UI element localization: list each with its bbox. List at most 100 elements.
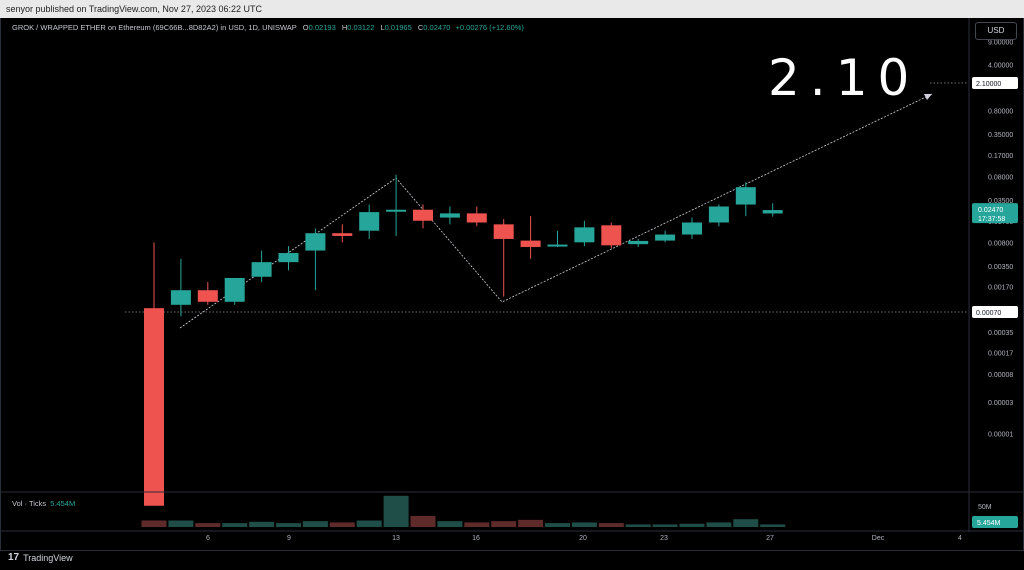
price-axis-label-1: 4.00000: [988, 63, 1013, 70]
volume-bar: [545, 523, 570, 527]
volume-bar: [706, 522, 732, 527]
price-axis-label-3: 0.80000: [988, 109, 1013, 116]
volume-value-tag-label: 5.454M: [977, 520, 1001, 527]
symbol-legend: GROK / WRAPPED ETHER on Ethereum (69C66B…: [12, 23, 524, 32]
volume-bar: [329, 522, 355, 527]
volume-bar: [518, 519, 544, 527]
publish-header: senyor published on TradingView.com, Nov…: [0, 0, 1024, 18]
candle-body: [574, 227, 595, 243]
volume-axis-label: 50M: [978, 504, 992, 511]
candle-body: [466, 213, 487, 223]
volume-bar: [571, 522, 597, 527]
brand-name: TradingView: [23, 552, 73, 563]
price-axis-label-10: 0.00350: [988, 264, 1013, 271]
open-label: O: [302, 23, 309, 32]
time-axis-label: 4: [958, 535, 962, 542]
candle-body: [682, 222, 702, 235]
time-axis-label: 16: [472, 535, 480, 542]
volume-bar: [679, 523, 705, 527]
annotation-text: 2.10: [768, 49, 919, 107]
volume-label: Vol · Ticks: [12, 499, 47, 508]
volume-bar: [491, 521, 517, 527]
candle-body: [547, 244, 568, 247]
target-price-label: 2.10000: [976, 81, 1001, 88]
close-label: C: [417, 23, 424, 32]
price-axis-label-6: 0.08000: [988, 174, 1013, 181]
tradingview-brand[interactable]: 17 TradingView: [8, 552, 73, 563]
volume-value: 5.454M: [50, 499, 76, 508]
price-axis-label-7: 0.03500: [988, 198, 1013, 205]
candle-body: [601, 225, 622, 246]
candle-body: [386, 209, 407, 212]
candle-body: [735, 187, 756, 205]
candle-body: [144, 308, 164, 506]
candle-body: [439, 213, 460, 218]
candle-body: [197, 290, 218, 302]
candle-body: [359, 212, 380, 231]
volume-bar: [276, 523, 301, 527]
low-value: 0.01965: [384, 23, 412, 32]
volume-bar: [383, 495, 409, 527]
price-axis-label-0: 9.00000: [988, 39, 1013, 46]
candle-body: [520, 240, 541, 247]
price-axis-label-9: 0.00800: [988, 240, 1013, 247]
time-axis-label: 27: [766, 535, 774, 542]
trend-line: [179, 93, 933, 329]
candle-body: [762, 210, 783, 214]
volume-bar: [141, 520, 167, 527]
candle-body: [278, 253, 299, 263]
tradingview-logo-icon: 17: [8, 552, 20, 563]
volume-bar: [302, 521, 328, 527]
price-axis-label-5: 0.17000: [988, 153, 1013, 160]
symbol-title: GROK / WRAPPED ETHER on Ethereum (69C66B…: [12, 23, 297, 32]
time-axis-label: 9: [287, 535, 291, 542]
high-label: H: [341, 23, 348, 32]
price-axis-label-14: 0.00035: [988, 330, 1013, 337]
horizontal-line-price-tag: [972, 306, 1018, 318]
volume-bar: [410, 515, 436, 527]
horizontal-line-price-label: 0.00070: [976, 310, 1001, 317]
target-price-tag: [972, 77, 1018, 89]
candle-body: [170, 290, 191, 305]
candle-body: [628, 240, 649, 245]
price-axis-label-4: 0.35000: [988, 132, 1013, 139]
volume-bar: [598, 523, 624, 527]
candle-body: [708, 206, 729, 223]
close-value: 0.02470: [423, 23, 451, 32]
currency-button[interactable]: USD: [975, 22, 1017, 40]
change-value: +0.00276 (+12.60%): [455, 23, 524, 32]
volume-bar: [356, 520, 382, 527]
publish-text: senyor published on TradingView.com, Nov…: [6, 4, 262, 14]
open-value: 0.02193: [308, 23, 336, 32]
volume-bar: [437, 521, 463, 527]
volume-value-tag: [972, 516, 1018, 528]
last-price-tag: [972, 203, 1018, 224]
volume-bar: [625, 524, 651, 527]
time-axis-label: 20: [579, 535, 587, 542]
time-axis-label: 23: [660, 535, 668, 542]
price-axis-label-11: 0.00170: [988, 285, 1013, 292]
price-axis-label-18: 0.00001: [988, 432, 1013, 439]
volume-bar: [464, 522, 490, 527]
price-axis-label-15: 0.00017: [988, 350, 1013, 357]
volume-bar: [195, 523, 221, 527]
volume-bar: [222, 523, 248, 527]
candle-body: [413, 209, 433, 221]
candle-body: [305, 233, 326, 251]
volume-bar: [760, 524, 786, 527]
volume-legend: Vol · Ticks 5.454M: [12, 499, 75, 508]
low-label: L: [380, 23, 385, 32]
candle-body: [251, 262, 272, 277]
candle-body: [332, 233, 353, 236]
time-axis-label: 6: [206, 535, 210, 542]
bottom-bar: [0, 550, 1024, 570]
volume-bar: [652, 524, 678, 527]
high-value: 0.03122: [347, 23, 375, 32]
countdown-label: 17:37:58: [978, 216, 1005, 223]
volume-bar: [168, 520, 194, 527]
price-axis-label-16: 0.00008: [988, 372, 1013, 379]
time-axis-label: 13: [392, 535, 400, 542]
candle-body: [655, 234, 676, 241]
